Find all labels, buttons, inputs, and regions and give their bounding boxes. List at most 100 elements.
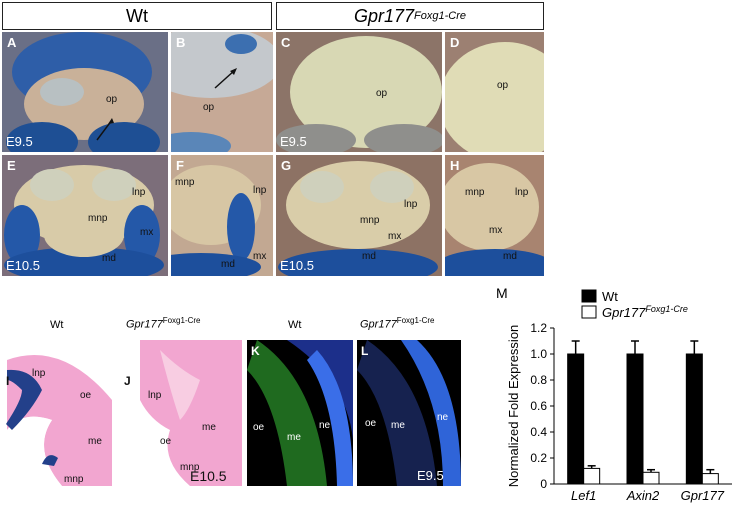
panel-f-mx: mx — [253, 251, 267, 262]
bar-chart: M 0 0.2 0.4 0.6 0.8 1.0 1.2 Normalized Fold Exp… — [496, 285, 732, 503]
panel-i-me: me — [88, 436, 102, 447]
panel-f-label: F — [176, 158, 184, 173]
panel-k-ne: ne — [319, 420, 331, 431]
panel-g-stage: E10.5 — [280, 258, 314, 273]
panel-i-oe: oe — [80, 390, 92, 401]
header-wt-text: Wt — [126, 5, 148, 26]
panel-g-mnp: mnp — [360, 215, 380, 226]
y-tick-label: 0.6 — [530, 399, 547, 413]
bar — [701, 473, 719, 485]
panel-k-drawing — [247, 340, 353, 486]
y-tick-label: 0.8 — [530, 373, 547, 387]
panel-j-oe: oe — [160, 436, 172, 447]
panel-g-image: G lnp mnp mx md E10.5 — [276, 155, 442, 276]
panel-c-image: C op E9.5 — [276, 32, 442, 152]
panel-g-lnp: lnp — [404, 199, 418, 210]
y-tick-label: 0.4 — [530, 425, 547, 439]
panel-k-image: K oe me ne — [247, 340, 353, 486]
panel-b-op: op — [203, 102, 215, 113]
panel-d-drawing — [445, 32, 544, 152]
panel-g-mx: mx — [388, 231, 402, 242]
panel-l-oe: oe — [365, 418, 377, 429]
panel-f-lnp: lnp — [253, 185, 267, 196]
panel-k-label: K — [251, 344, 260, 358]
panel-a-image: A op E9.5 — [2, 32, 168, 152]
panel-f-mnp: mnp — [175, 177, 195, 188]
panel-i-image: I lnp oe me mnp — [2, 340, 115, 486]
panel-b-label: B — [176, 35, 186, 50]
panel-g-label: G — [281, 158, 292, 173]
panel-l-ne: ne — [437, 412, 449, 423]
panel-d-image: D op — [445, 32, 544, 152]
legend-swatch — [581, 289, 597, 303]
panel-c-stage: E9.5 — [280, 134, 307, 149]
panel-l-stage: E9.5 — [417, 468, 444, 483]
panel-i-mnp: mnp — [64, 474, 84, 485]
panel-l-label: L — [361, 344, 369, 358]
panel-f-drawing — [171, 155, 273, 276]
panel-h-mnp: mnp — [465, 187, 485, 198]
panel-f-image: F mnp lnp mx md — [171, 155, 273, 276]
title-j-allele: Foxg1-Cre — [162, 316, 201, 325]
panel-j-stage: E10.5 — [190, 468, 227, 484]
bar — [583, 467, 601, 485]
bar — [567, 353, 585, 485]
panel-h-lnp: lnp — [515, 187, 529, 198]
header-wt: Wt — [2, 2, 272, 30]
panel-e-mx: mx — [140, 227, 154, 238]
bar — [685, 353, 703, 485]
x-tick-label: Axin2 — [626, 488, 660, 503]
panel-h-drawing — [445, 155, 544, 276]
panel-e-drawing — [2, 155, 168, 276]
y-tick-label: 0 — [540, 477, 547, 491]
panel-i-lnp: lnp — [32, 368, 46, 379]
title-k: Wt — [288, 319, 302, 331]
legend-label: Wt — [602, 289, 618, 304]
y-tick-label: 0.2 — [530, 451, 547, 465]
title-i: Wt — [50, 319, 64, 331]
panel-g-md: md — [362, 251, 376, 262]
panel-c-op: op — [376, 88, 388, 99]
title-l: Gpr177Foxg1-Cre — [360, 316, 435, 331]
header-mutant-allele: Foxg1-Cre — [414, 10, 466, 22]
panel-e-stage: E10.5 — [6, 258, 40, 273]
header-mutant-gene: Gpr177 — [353, 5, 415, 26]
panel-c-label: C — [281, 35, 291, 50]
panel-h-mx: mx — [489, 225, 503, 236]
panel-a-stage: E9.5 — [6, 134, 33, 149]
panel-e-mnp: mnp — [88, 213, 108, 224]
panel-b-image: B op — [171, 32, 273, 152]
panel-a-label: A — [7, 35, 17, 50]
title-l-gene: Gpr177 — [360, 318, 397, 331]
panel-j-mnp: mnp — [180, 462, 200, 473]
panel-d-label: D — [450, 35, 460, 50]
x-tick-label: Lef1 — [571, 488, 596, 503]
panel-j-me: me — [202, 422, 216, 433]
panel-j-lnp: lnp — [148, 390, 162, 401]
bar — [626, 353, 644, 485]
y-axis-label: Normalized Fold Expression — [506, 325, 521, 488]
x-tick-label: Gpr177 — [681, 488, 725, 503]
y-tick-label: 1.2 — [530, 321, 547, 335]
panel-a-op: op — [106, 94, 118, 105]
panel-a-drawing — [2, 32, 168, 152]
panel-l-me: me — [391, 420, 405, 431]
panel-d-op: op — [497, 80, 509, 91]
panel-l-image: L oe me ne E9.5 — [357, 340, 461, 486]
panel-e-md: md — [102, 253, 116, 264]
y-tick-label: 1.0 — [530, 347, 547, 361]
panel-j-image: J lnp oe me mnp E10.5 — [120, 340, 242, 486]
panel-h-image: H mnp lnp mx md — [445, 155, 544, 276]
panel-g-drawing — [276, 155, 442, 276]
panel-i-label: I — [6, 374, 10, 388]
panel-m-label: M — [496, 285, 508, 301]
bar — [642, 471, 660, 485]
panel-f-md: md — [221, 259, 235, 270]
panel-k-me: me — [287, 432, 301, 443]
title-j-gene: Gpr177 — [126, 318, 163, 331]
title-l-allele: Foxg1-Cre — [396, 316, 435, 325]
legend-swatch — [581, 305, 597, 319]
panel-k-oe: oe — [253, 422, 265, 433]
panel-c-drawing — [276, 32, 442, 152]
header-mutant: Gpr177 Foxg1-Cre — [276, 2, 544, 30]
